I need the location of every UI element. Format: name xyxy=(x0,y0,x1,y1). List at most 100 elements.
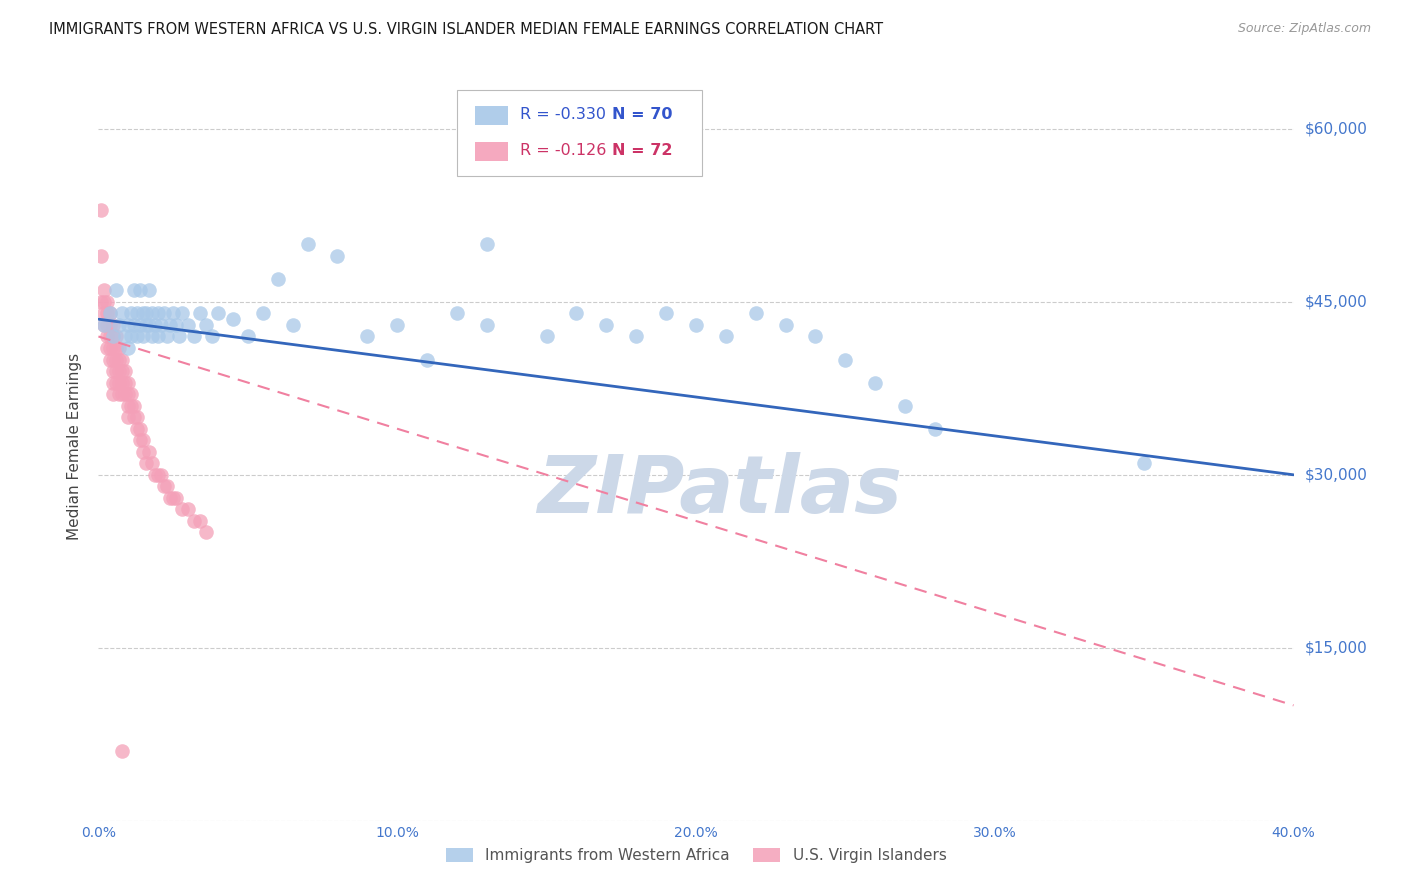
Point xyxy=(129,434,152,448)
Point xyxy=(98,352,122,367)
Point xyxy=(90,202,112,217)
Point xyxy=(93,306,115,320)
Point xyxy=(150,318,173,332)
Point xyxy=(124,399,146,413)
Text: R = -0.126: R = -0.126 xyxy=(520,144,606,158)
Point xyxy=(103,352,125,367)
Point xyxy=(111,376,134,390)
Point xyxy=(105,364,128,378)
Bar xyxy=(475,142,509,161)
Point xyxy=(685,318,707,332)
Point xyxy=(536,329,558,343)
Point xyxy=(120,399,142,413)
Point xyxy=(96,318,118,332)
Text: N = 70: N = 70 xyxy=(613,107,673,122)
Point xyxy=(98,329,122,343)
Point xyxy=(111,387,134,401)
Point xyxy=(124,410,146,425)
Point xyxy=(252,306,274,320)
Point xyxy=(108,376,131,390)
Point xyxy=(127,329,149,343)
Point xyxy=(93,318,115,332)
Point xyxy=(132,329,155,343)
Point xyxy=(90,249,112,263)
Point xyxy=(150,467,173,482)
Y-axis label: Median Female Earnings: Median Female Earnings xyxy=(67,352,83,540)
Bar xyxy=(475,106,509,125)
Point xyxy=(138,444,160,458)
Point xyxy=(105,376,128,390)
Point xyxy=(98,341,122,355)
Point xyxy=(98,306,122,320)
Point xyxy=(865,376,887,390)
Point xyxy=(177,502,200,516)
Point xyxy=(138,284,160,298)
Text: $15,000: $15,000 xyxy=(1305,640,1368,656)
Point xyxy=(162,491,184,505)
Point xyxy=(111,364,134,378)
Text: N = 72: N = 72 xyxy=(613,144,673,158)
Point xyxy=(326,249,349,263)
Point xyxy=(120,387,142,401)
Point xyxy=(141,329,163,343)
Point xyxy=(167,329,190,343)
Point xyxy=(207,306,229,320)
Point xyxy=(159,491,181,505)
Point xyxy=(108,387,131,401)
Point xyxy=(108,341,131,355)
Point xyxy=(108,364,131,378)
Point xyxy=(117,376,139,390)
Text: $60,000: $60,000 xyxy=(1305,121,1368,136)
Point xyxy=(267,272,290,286)
Point xyxy=(565,306,588,320)
Point xyxy=(127,422,149,436)
Point xyxy=(103,318,125,332)
Point xyxy=(156,479,179,493)
Point xyxy=(127,306,149,320)
Point xyxy=(103,364,125,378)
Point xyxy=(183,329,205,343)
Point xyxy=(135,456,157,470)
Point xyxy=(93,318,115,332)
Point xyxy=(108,352,131,367)
Point xyxy=(446,306,468,320)
Point xyxy=(183,514,205,528)
Point xyxy=(222,312,245,326)
Point xyxy=(103,341,125,355)
Point xyxy=(148,306,170,320)
Point xyxy=(96,329,118,343)
Text: ZIPatlas: ZIPatlas xyxy=(537,452,903,530)
Point xyxy=(132,434,155,448)
Point xyxy=(201,329,224,343)
Point xyxy=(124,318,146,332)
Point xyxy=(127,410,149,425)
Point xyxy=(111,352,134,367)
Point xyxy=(195,525,218,540)
Point xyxy=(385,318,409,332)
Point xyxy=(129,284,152,298)
Point xyxy=(138,318,160,332)
Point xyxy=(132,306,155,320)
Point xyxy=(108,318,131,332)
Point xyxy=(165,491,187,505)
Point xyxy=(93,284,115,298)
Point xyxy=(159,318,181,332)
Point xyxy=(114,364,136,378)
Point xyxy=(105,352,128,367)
Point xyxy=(162,306,184,320)
Point xyxy=(117,399,139,413)
Point xyxy=(105,329,128,343)
Point xyxy=(595,318,617,332)
Point xyxy=(117,341,139,355)
Point xyxy=(96,294,118,309)
Legend: Immigrants from Western Africa, U.S. Virgin Islanders: Immigrants from Western Africa, U.S. Vir… xyxy=(440,841,952,869)
Point xyxy=(1133,456,1156,470)
Point xyxy=(114,329,136,343)
Point xyxy=(804,329,827,343)
Text: R = -0.330: R = -0.330 xyxy=(520,107,606,122)
Point xyxy=(124,284,146,298)
Point xyxy=(120,306,142,320)
Point xyxy=(188,306,211,320)
Text: $45,000: $45,000 xyxy=(1305,294,1368,310)
Point xyxy=(172,306,194,320)
